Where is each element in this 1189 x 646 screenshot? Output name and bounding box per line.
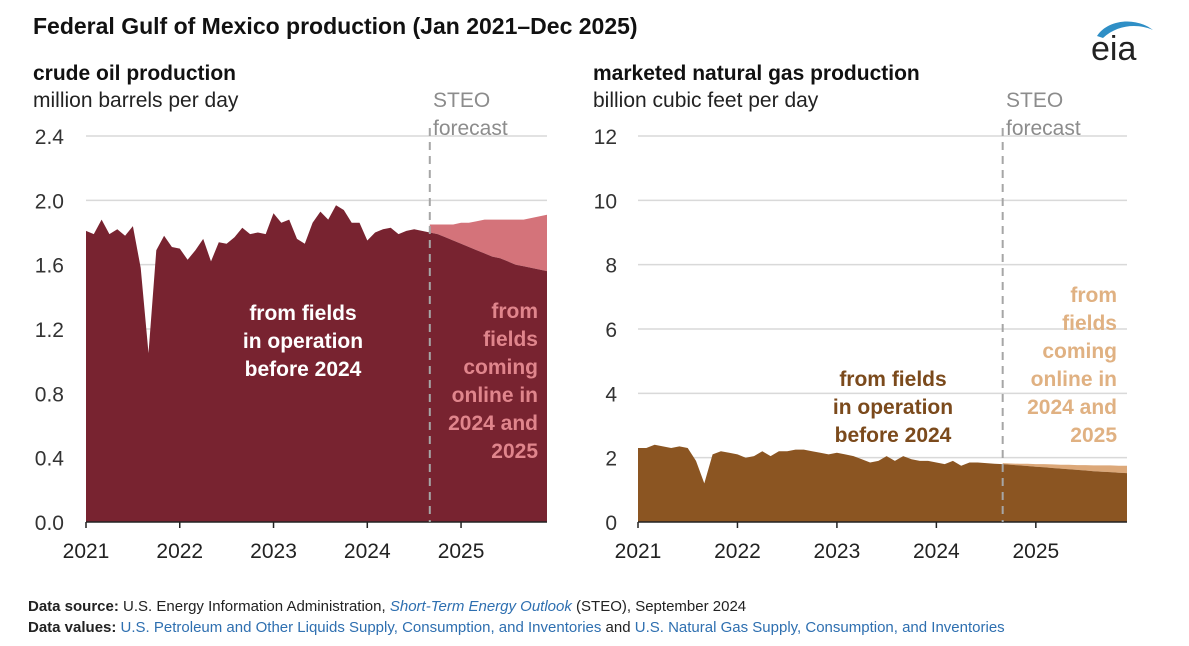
eia-logo-swoosh xyxy=(1097,21,1153,38)
gas-y-tick-label: 8 xyxy=(605,255,617,278)
gas-existing-fields-label: in operation xyxy=(833,396,953,419)
oil-new-fields-label: 2025 xyxy=(491,440,538,463)
oil-y-tick-label: 0.0 xyxy=(35,512,64,535)
gas-panel-title: marketed natural gas production xyxy=(593,62,920,85)
oil-y-tick-label: 1.6 xyxy=(35,255,64,278)
oil-chart: crude oil production million barrels per … xyxy=(33,62,547,563)
oil-existing-fields-label: from fields xyxy=(249,302,356,325)
gas-new-fields-label: 2025 xyxy=(1070,424,1117,447)
gas-x-tick-label: 2021 xyxy=(615,540,662,563)
oil-forecast-label: STEO xyxy=(433,89,490,112)
oil-y-tick-label: 2.0 xyxy=(35,190,64,213)
gas-existing-fields-area xyxy=(638,444,1127,522)
data-source-line: Data source: U.S. Energy Information Adm… xyxy=(28,596,1005,617)
gas-forecast-label: STEO xyxy=(1006,89,1063,112)
charts-area: crude oil production million barrels per … xyxy=(33,62,1127,563)
gas-x-tick-label: 2023 xyxy=(814,540,861,563)
gas-new-fields-label: from xyxy=(1070,284,1117,307)
oil-x-tick-label: 2022 xyxy=(156,540,203,563)
gas-x-tick-label: 2022 xyxy=(714,540,761,563)
gas-new-fields-area xyxy=(1002,463,1127,474)
oil-x-tick-label: 2023 xyxy=(250,540,297,563)
oil-panel-title: crude oil production xyxy=(33,62,236,85)
oil-forecast-label: forecast xyxy=(433,117,508,140)
data-source-text-2: (STEO), September 2024 xyxy=(576,598,747,615)
gas-y-tick-label: 12 xyxy=(594,126,617,149)
oil-y-tick-label: 1.2 xyxy=(35,319,64,342)
oil-new-fields-label: fields xyxy=(483,328,538,351)
gas-x-tick-label: 2025 xyxy=(1012,540,1059,563)
data-values-line: Data values: U.S. Petroleum and Other Li… xyxy=(28,617,1005,638)
steo-link[interactable]: Short-Term Energy Outlook xyxy=(389,598,572,615)
gas-existing-fields-label: from fields xyxy=(839,368,946,391)
gas-new-fields-label: coming xyxy=(1042,340,1117,363)
gas-y-tick-label: 0 xyxy=(605,512,617,535)
petroleum-data-link[interactable]: U.S. Petroleum and Other Liquids Supply,… xyxy=(120,619,602,636)
eia-logo-text: eia xyxy=(1091,30,1136,66)
data-values-and: and xyxy=(605,619,631,636)
oil-existing-fields-label: before 2024 xyxy=(245,358,362,381)
gas-new-fields-label: fields xyxy=(1062,312,1117,335)
gas-y-tick-label: 2 xyxy=(605,448,617,471)
oil-new-fields-area xyxy=(429,214,547,272)
gas-y-tick-label: 10 xyxy=(594,190,617,213)
chart-title: Federal Gulf of Mexico production (Jan 2… xyxy=(33,13,638,39)
eia-logo: eia xyxy=(1091,21,1153,66)
gas-existing-fields-label: before 2024 xyxy=(835,424,952,447)
oil-y-tick-label: 0.8 xyxy=(35,383,64,406)
oil-x-tick-label: 2021 xyxy=(63,540,110,563)
oil-new-fields-label: from xyxy=(491,300,538,323)
data-source-text: U.S. Energy Information Administration, xyxy=(123,598,386,615)
gas-forecast-label: forecast xyxy=(1006,117,1081,140)
oil-x-tick-label: 2025 xyxy=(438,540,485,563)
oil-existing-fields-label: in operation xyxy=(243,330,363,353)
oil-existing-fields-area xyxy=(86,205,547,522)
oil-y-tick-label: 0.4 xyxy=(35,448,65,471)
gas-y-tick-label: 4 xyxy=(605,383,617,406)
gas-y-tick-label: 6 xyxy=(605,319,617,342)
oil-unit-label: million barrels per day xyxy=(33,89,239,112)
natural-gas-data-link[interactable]: U.S. Natural Gas Supply, Consumption, an… xyxy=(634,619,1005,636)
footer: Data source: U.S. Energy Information Adm… xyxy=(28,596,1005,638)
oil-y-tick-label: 2.4 xyxy=(35,126,65,149)
oil-new-fields-label: coming xyxy=(463,356,538,379)
gas-chart: marketed natural gas production billion c… xyxy=(593,62,1127,563)
gas-new-fields-label: online in xyxy=(1031,368,1117,391)
gas-unit-label: billion cubic feet per day xyxy=(593,89,819,112)
oil-x-tick-label: 2024 xyxy=(344,540,391,563)
oil-new-fields-label: 2024 and xyxy=(448,412,538,435)
gas-x-tick-label: 2024 xyxy=(913,540,960,563)
gas-new-fields-label: 2024 and xyxy=(1027,396,1117,419)
data-values-label: Data values: xyxy=(28,619,117,636)
oil-new-fields-label: online in xyxy=(452,384,538,407)
data-source-label: Data source: xyxy=(28,598,119,615)
